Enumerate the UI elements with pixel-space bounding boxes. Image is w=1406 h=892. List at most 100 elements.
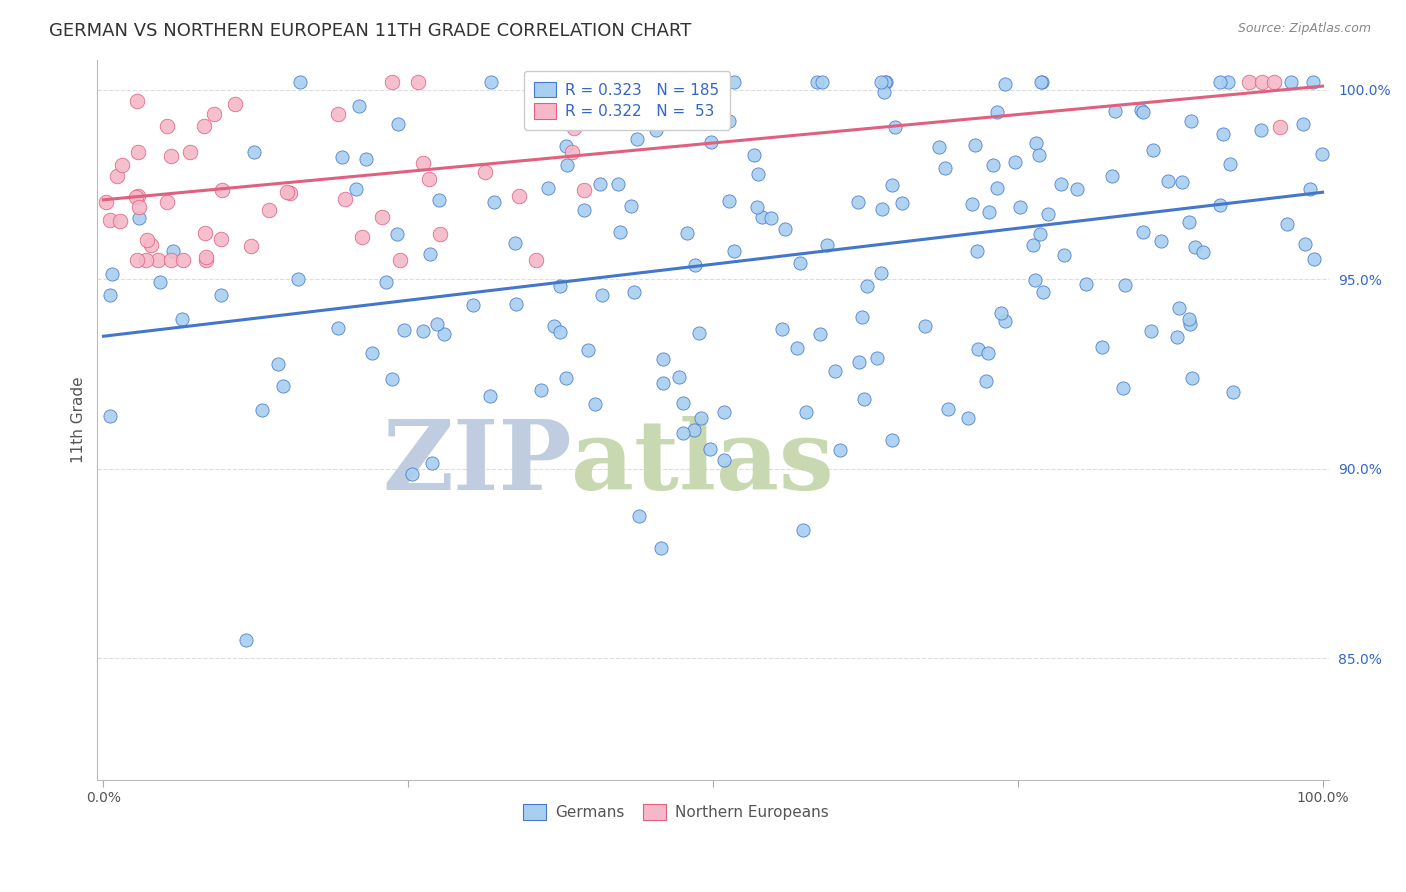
Point <box>1010 200 1032 214</box>
Point <box>873 86 896 100</box>
Point <box>1180 317 1202 331</box>
Point <box>276 185 298 199</box>
Point <box>479 75 502 89</box>
Point <box>1052 248 1074 262</box>
Point <box>141 238 163 252</box>
Point <box>278 186 301 200</box>
Point <box>433 327 456 342</box>
Point <box>1294 237 1316 252</box>
Point <box>890 195 912 210</box>
Point <box>548 278 571 293</box>
Point <box>1302 75 1324 89</box>
Point <box>759 211 782 226</box>
Point <box>524 253 547 268</box>
Point <box>770 321 793 335</box>
Point <box>380 75 402 89</box>
Point <box>1178 312 1201 326</box>
Point <box>387 117 409 131</box>
Point <box>94 195 117 210</box>
Point <box>273 379 295 393</box>
Point <box>688 326 710 340</box>
Point <box>328 107 350 121</box>
Point <box>412 324 434 338</box>
Point <box>267 357 290 371</box>
Point <box>824 364 846 378</box>
Point <box>583 396 606 410</box>
Point <box>389 253 412 268</box>
Point <box>128 211 150 225</box>
Point <box>1279 75 1302 89</box>
Point <box>990 306 1012 320</box>
Point <box>100 267 122 281</box>
Point <box>427 194 450 208</box>
Point <box>111 157 134 171</box>
Y-axis label: 11th Grade: 11th Grade <box>72 376 86 463</box>
Point <box>1114 278 1136 293</box>
Point <box>851 310 873 324</box>
Point <box>589 177 612 191</box>
Point <box>333 193 356 207</box>
Point <box>1025 136 1047 150</box>
Point <box>1166 330 1188 344</box>
Point <box>548 325 571 339</box>
Point <box>1031 75 1053 89</box>
Point <box>1076 277 1098 291</box>
Point <box>1212 128 1234 142</box>
Point <box>1004 154 1026 169</box>
Point <box>537 181 560 195</box>
Point <box>160 149 183 163</box>
Point <box>986 181 1008 195</box>
Point <box>530 383 553 397</box>
Point <box>135 253 157 268</box>
Point <box>873 75 896 89</box>
Point <box>1219 156 1241 170</box>
Point <box>564 112 586 126</box>
Point <box>846 194 869 209</box>
Point <box>1031 75 1053 89</box>
Point <box>815 237 838 252</box>
Point <box>938 402 960 417</box>
Point <box>479 389 502 403</box>
Point <box>224 97 246 112</box>
Point <box>1218 75 1240 89</box>
Point <box>561 145 583 159</box>
Point <box>1184 240 1206 254</box>
Point <box>252 403 274 417</box>
Point <box>98 212 121 227</box>
Point <box>699 442 721 456</box>
Point <box>194 253 217 268</box>
Point <box>1028 147 1050 161</box>
Point <box>572 183 595 197</box>
Point <box>505 297 527 311</box>
Point <box>555 139 578 153</box>
Point <box>810 75 832 89</box>
Point <box>160 253 183 268</box>
Point <box>155 119 177 133</box>
Point <box>700 135 723 149</box>
Point <box>626 132 648 146</box>
Point <box>875 75 897 89</box>
Point <box>136 233 159 247</box>
Point <box>128 200 150 214</box>
Point <box>1310 146 1333 161</box>
Point <box>1036 207 1059 221</box>
Point <box>870 202 893 216</box>
Point <box>1298 182 1320 196</box>
Point <box>634 87 657 101</box>
Point <box>572 202 595 217</box>
Point <box>620 199 643 213</box>
Point <box>162 244 184 258</box>
Point <box>562 121 585 136</box>
Point <box>1250 122 1272 136</box>
Point <box>1181 371 1204 385</box>
Point <box>1104 104 1126 119</box>
Point <box>977 345 1000 359</box>
Point <box>1066 182 1088 196</box>
Point <box>1029 227 1052 241</box>
Point <box>1277 217 1299 231</box>
Point <box>1302 252 1324 266</box>
Point <box>986 104 1008 119</box>
Point <box>172 311 194 326</box>
Point <box>420 456 443 470</box>
Point <box>870 266 893 280</box>
